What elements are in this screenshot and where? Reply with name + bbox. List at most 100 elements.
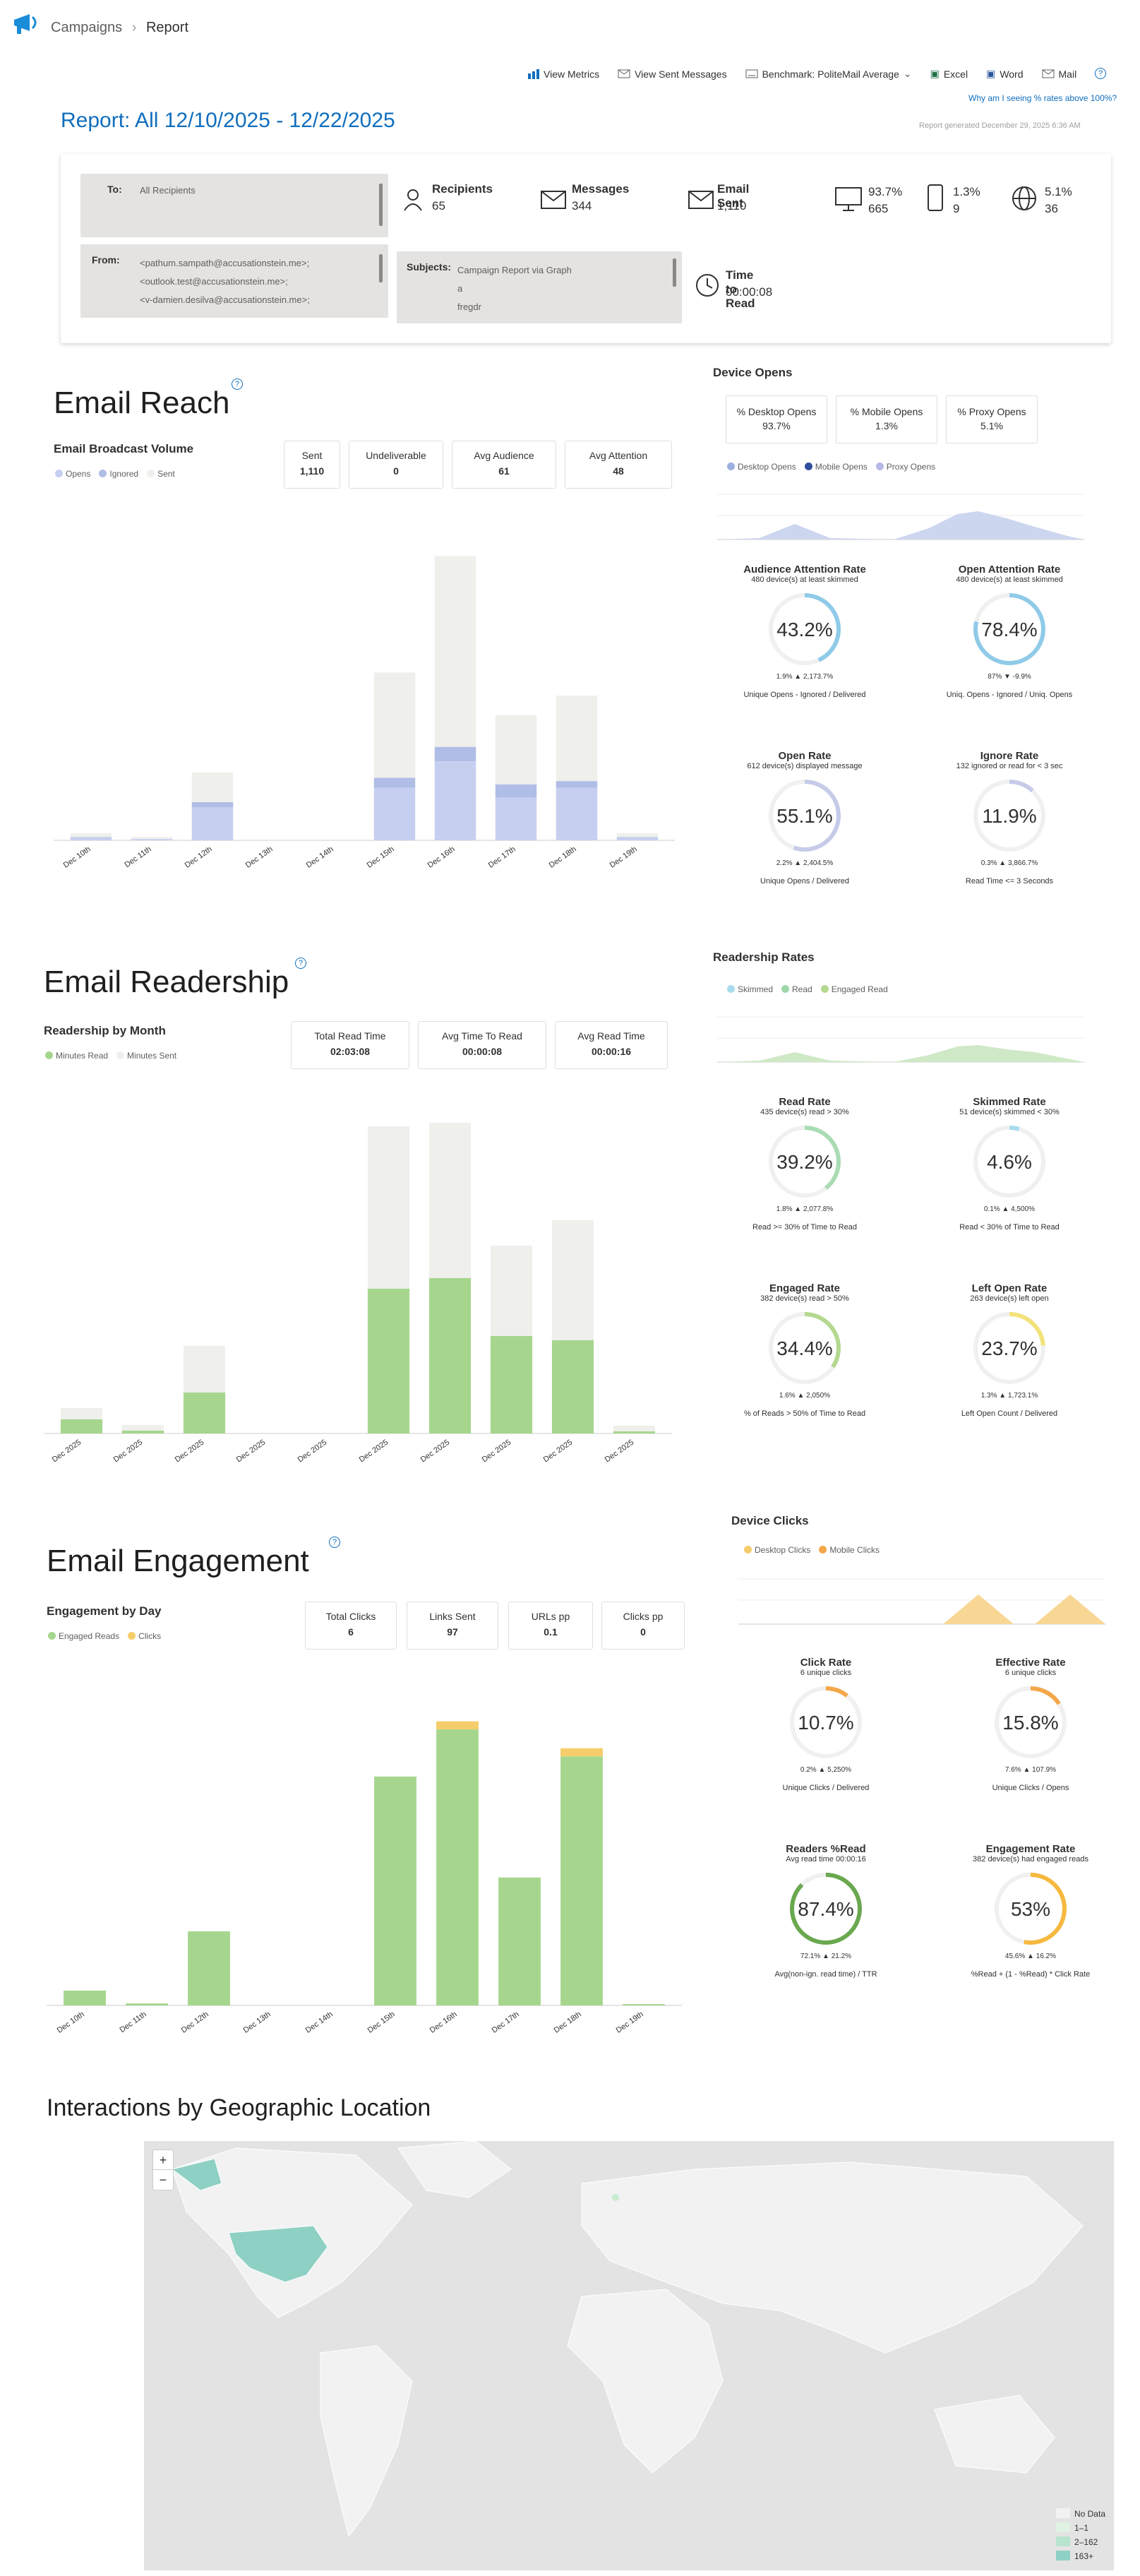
bar-minutes-sent[interactable] — [613, 1426, 656, 1431]
bar-sent[interactable] — [616, 833, 659, 837]
view-metrics-button[interactable]: View Metrics — [528, 68, 599, 80]
bar-ignored[interactable] — [373, 777, 416, 788]
legend-item[interactable]: Minutes Sent — [116, 1051, 176, 1061]
help-icon[interactable]: ? — [232, 378, 243, 390]
bar-opens[interactable] — [434, 761, 476, 840]
gauge-title: Open Rate — [778, 750, 832, 762]
benchmark-dropdown[interactable]: Benchmark: PoliteMail Average ⌄ — [745, 68, 912, 80]
excel-button[interactable]: ▣ Excel — [930, 68, 968, 80]
europe-highlight[interactable] — [612, 2194, 619, 2201]
bar-minutes-sent[interactable] — [367, 1126, 410, 1289]
gauge-readers-read: Readers %Read Avg read time 00:00:16 87.4%… — [734, 1843, 918, 2020]
bar-minutes-read[interactable] — [121, 1431, 164, 1433]
bar-ignored[interactable] — [556, 781, 598, 788]
zoom-out-button[interactable]: − — [159, 2173, 167, 2187]
bar-minutes-sent[interactable] — [428, 1123, 472, 1278]
bar-engaged-reads[interactable] — [374, 1776, 416, 2005]
bar-clicks[interactable] — [436, 1721, 479, 1730]
gauge-audience-attention-rate: Audience Attention Rate 480 device(s) at … — [713, 564, 896, 740]
bar-minutes-sent[interactable] — [183, 1346, 226, 1393]
bar-engaged-reads[interactable] — [126, 2003, 168, 2005]
bar-opens[interactable] — [70, 837, 112, 840]
legend-item[interactable]: Mobile Clicks — [819, 1545, 880, 1555]
gauge-read-rate: Read Rate 435 device(s) read > 30% 39.2% 1.… — [713, 1096, 896, 1272]
bar-sent[interactable] — [373, 672, 416, 778]
bar-engaged-reads[interactable] — [436, 1729, 479, 2005]
gauge-title: Click Rate — [800, 1657, 852, 1669]
bar-sent[interactable] — [556, 696, 598, 782]
bar-minutes-sent[interactable] — [121, 1425, 164, 1431]
bar-minutes-read[interactable] — [613, 1431, 656, 1433]
legend-item[interactable]: Skimmed — [727, 984, 773, 994]
bar-minutes-read[interactable] — [60, 1419, 103, 1433]
bar-sent[interactable] — [70, 833, 112, 837]
x-tick-label: Dec 2025 — [419, 1438, 451, 1465]
bar-sent[interactable] — [434, 556, 476, 747]
from-box: From: <pathum.sampath@accusationstein.me… — [80, 244, 388, 318]
alaska-highlight[interactable] — [171, 2158, 222, 2191]
usa-highlight[interactable] — [228, 2225, 328, 2283]
legend-item[interactable]: Opens — [55, 469, 90, 479]
bar-sent[interactable] — [131, 837, 173, 840]
scrollbar[interactable] — [379, 254, 383, 282]
gauge-delta: 1.6% ▲ 2,050% — [779, 1392, 831, 1400]
bar-engaged-reads[interactable] — [498, 1877, 541, 2005]
envelope-icon — [688, 191, 714, 209]
bar-engaged-reads[interactable] — [623, 2004, 665, 2005]
help-icon[interactable]: ? — [329, 1537, 340, 1548]
bar-opens[interactable] — [616, 837, 659, 840]
gauge-delta: 1.9% ▲ 2,173.7% — [776, 673, 834, 681]
bar-sent[interactable] — [495, 715, 537, 785]
legend-item[interactable]: Desktop Opens — [727, 462, 796, 472]
legend-item[interactable]: Engaged Read — [820, 984, 888, 994]
geo-map[interactable]: + − No Data 1–1 2–162 163+ — [144, 2141, 1114, 2570]
help-icon[interactable]: ? — [295, 958, 306, 969]
legend-item[interactable]: Engaged Reads — [48, 1631, 119, 1641]
bar-minutes-read[interactable] — [183, 1393, 226, 1433]
legend-item[interactable]: Mobile Opens — [804, 462, 868, 472]
bar-clicks[interactable] — [560, 1748, 603, 1757]
legend-label: Minutes Sent — [127, 1051, 177, 1061]
word-button[interactable]: ▣ Word — [986, 68, 1023, 80]
bar-ignored[interactable] — [434, 746, 476, 762]
bar-minutes-sent[interactable] — [60, 1408, 103, 1419]
why-rates-link[interactable]: Why am I seeing % rates above 100%? — [968, 93, 1117, 103]
bar-opens[interactable] — [556, 787, 598, 840]
bar-minutes-read[interactable] — [428, 1278, 472, 1433]
bar-opens[interactable] — [191, 807, 234, 840]
gauge-subtitle: 612 device(s) displayed message — [747, 762, 863, 770]
help-icon[interactable]: ? — [1095, 68, 1107, 79]
legend-item[interactable]: Sent — [147, 469, 175, 479]
bar-sent[interactable] — [191, 773, 234, 802]
bar-minutes-sent[interactable] — [551, 1220, 594, 1340]
legend-item[interactable]: Minutes Read — [45, 1051, 108, 1061]
bar-opens[interactable] — [495, 797, 537, 840]
bar-ignored[interactable] — [495, 784, 537, 798]
bar-minutes-read[interactable] — [551, 1340, 594, 1433]
logo-icon[interactable] — [11, 10, 47, 38]
zoom-in-button[interactable]: + — [153, 2150, 173, 2170]
legend-item[interactable]: Ignored — [99, 469, 138, 479]
legend-item[interactable]: Proxy Opens — [875, 462, 935, 472]
bar-engaged-reads[interactable] — [560, 1756, 603, 2005]
proxy-opens-box: % Proxy Opens 5.1% — [946, 395, 1038, 443]
bar-minutes-sent[interactable] — [490, 1246, 533, 1336]
breadcrumb-root[interactable]: Campaigns — [51, 20, 123, 35]
legend-item[interactable]: Desktop Clicks — [744, 1545, 810, 1555]
bar-engaged-reads[interactable] — [64, 1991, 106, 2005]
bar-minutes-read[interactable] — [490, 1336, 533, 1433]
scrollbar[interactable] — [673, 258, 676, 287]
bar-minutes-read[interactable] — [367, 1289, 410, 1433]
gauge-title: Readers %Read — [786, 1843, 866, 1855]
kpi-avg-attention: Avg Attention 48 — [565, 441, 672, 489]
legend-item[interactable]: Clicks — [128, 1631, 161, 1641]
scrollbar[interactable] — [379, 184, 383, 226]
bar-engaged-reads[interactable] — [188, 1931, 230, 2005]
bar-opens[interactable] — [373, 787, 416, 840]
bar-ignored[interactable] — [191, 801, 234, 808]
view-sent-messages-button[interactable]: View Sent Messages — [618, 68, 727, 80]
legend-label: 2–162 — [1074, 2537, 1098, 2547]
bar-opens[interactable] — [131, 839, 173, 840]
legend-item[interactable]: Read — [781, 984, 812, 994]
mail-button[interactable]: Mail — [1042, 68, 1076, 80]
